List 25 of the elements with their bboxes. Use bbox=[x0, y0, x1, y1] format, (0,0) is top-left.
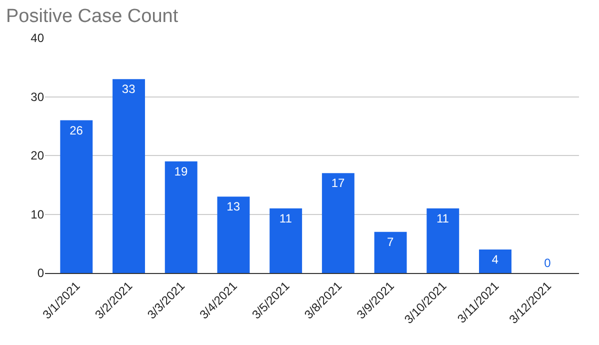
bar bbox=[270, 208, 302, 273]
data-label: 33 bbox=[122, 82, 136, 96]
bar bbox=[426, 208, 460, 273]
data-label: 19 bbox=[174, 164, 188, 178]
data-label: 4 bbox=[492, 252, 499, 266]
y-tick-label: 30 bbox=[30, 90, 44, 104]
data-label: 17 bbox=[331, 176, 346, 190]
data-label: 7 bbox=[387, 234, 394, 249]
bar bbox=[164, 161, 198, 273]
y-tick-label: 20 bbox=[30, 148, 44, 163]
bar bbox=[217, 196, 250, 273]
bar bbox=[60, 120, 93, 273]
y-tick-label: 0 bbox=[37, 266, 44, 280]
data-label: 11 bbox=[436, 211, 450, 226]
chart-title: Positive Case Count bbox=[6, 6, 179, 27]
data-label: 13 bbox=[226, 200, 240, 214]
data-label: 11 bbox=[279, 211, 292, 226]
y-tick-label: 40 bbox=[30, 31, 44, 46]
bar bbox=[479, 250, 512, 273]
data-label: 26 bbox=[70, 123, 84, 138]
data-label: 0 bbox=[544, 256, 552, 270]
bar bbox=[322, 173, 354, 273]
bar bbox=[112, 79, 145, 273]
bar bbox=[374, 232, 407, 273]
y-tick-label: 10 bbox=[30, 207, 44, 222]
